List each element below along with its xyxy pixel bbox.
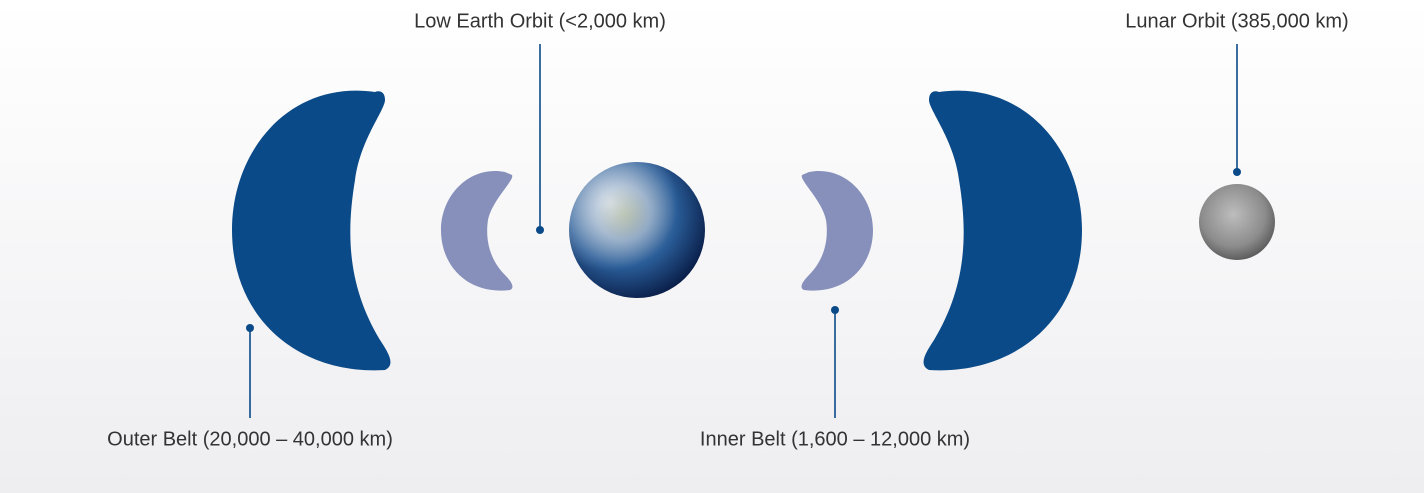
diagram: Low Earth Orbit (<2,000 km) Lunar Orbit … xyxy=(0,0,1424,493)
label: Low Earth Orbit (<2,000 km) xyxy=(414,10,666,32)
leader-dot xyxy=(1233,168,1241,176)
earth xyxy=(569,162,705,298)
label: Lunar Orbit (385,000 km) xyxy=(1125,10,1348,32)
label: Outer Belt (20,000 – 40,000 km) xyxy=(107,428,393,450)
leader-dot xyxy=(536,226,544,234)
moon xyxy=(1199,184,1275,260)
leader-dot xyxy=(246,324,254,332)
leader-dot xyxy=(831,306,839,314)
label: Inner Belt (1,600 – 12,000 km) xyxy=(700,428,970,450)
